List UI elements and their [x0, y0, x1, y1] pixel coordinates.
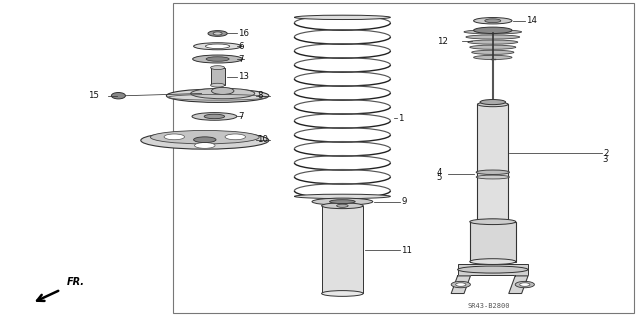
Ellipse shape	[451, 281, 470, 288]
Text: 7: 7	[238, 55, 244, 63]
Text: 11: 11	[401, 246, 412, 255]
Ellipse shape	[164, 134, 184, 140]
Ellipse shape	[476, 170, 509, 174]
Polygon shape	[451, 276, 470, 293]
Ellipse shape	[150, 130, 259, 144]
Ellipse shape	[205, 44, 230, 48]
Bar	[211, 68, 225, 85]
Ellipse shape	[211, 66, 225, 70]
Ellipse shape	[141, 131, 269, 149]
Text: 6: 6	[238, 42, 244, 51]
Text: 7: 7	[238, 112, 244, 121]
Ellipse shape	[166, 89, 269, 102]
Text: 12: 12	[437, 37, 448, 46]
Text: 8: 8	[257, 91, 263, 100]
Text: 13: 13	[238, 72, 249, 81]
Ellipse shape	[472, 50, 514, 54]
Ellipse shape	[470, 259, 516, 264]
Bar	[173, 3, 634, 313]
Bar	[322, 206, 364, 293]
Ellipse shape	[225, 134, 246, 140]
Text: 2: 2	[603, 149, 609, 158]
Ellipse shape	[111, 93, 125, 99]
Text: SR43-B2800: SR43-B2800	[467, 303, 509, 309]
Ellipse shape	[464, 30, 522, 34]
Ellipse shape	[212, 87, 234, 94]
Ellipse shape	[204, 114, 225, 119]
Ellipse shape	[322, 291, 364, 296]
Ellipse shape	[458, 266, 528, 273]
Ellipse shape	[191, 88, 255, 99]
Text: 16: 16	[238, 29, 249, 38]
Ellipse shape	[337, 204, 348, 207]
Text: 3: 3	[603, 155, 609, 164]
Ellipse shape	[485, 19, 501, 23]
Ellipse shape	[520, 283, 530, 286]
Ellipse shape	[477, 102, 508, 107]
Ellipse shape	[480, 100, 506, 105]
Ellipse shape	[468, 40, 518, 44]
Ellipse shape	[466, 35, 520, 39]
Ellipse shape	[194, 137, 216, 143]
Ellipse shape	[322, 203, 364, 209]
Ellipse shape	[330, 200, 355, 204]
Text: 14: 14	[526, 16, 537, 25]
Ellipse shape	[192, 113, 237, 120]
Bar	[477, 104, 508, 222]
Text: 1: 1	[398, 114, 404, 122]
Ellipse shape	[294, 15, 390, 19]
Ellipse shape	[208, 31, 227, 36]
Ellipse shape	[470, 219, 516, 225]
Ellipse shape	[474, 27, 512, 33]
Polygon shape	[509, 276, 528, 293]
Ellipse shape	[470, 45, 516, 49]
Ellipse shape	[294, 194, 390, 198]
Bar	[458, 264, 528, 275]
Ellipse shape	[474, 55, 512, 60]
Bar	[470, 222, 516, 262]
Ellipse shape	[515, 281, 534, 288]
Ellipse shape	[312, 198, 372, 205]
Text: 5: 5	[436, 173, 442, 182]
Ellipse shape	[193, 55, 243, 63]
Text: FR.: FR.	[67, 277, 85, 287]
Ellipse shape	[456, 283, 466, 286]
Text: 15: 15	[88, 91, 99, 100]
Ellipse shape	[476, 175, 509, 179]
Ellipse shape	[206, 57, 229, 61]
Ellipse shape	[474, 18, 512, 24]
Ellipse shape	[477, 219, 508, 224]
Ellipse shape	[211, 83, 225, 87]
Text: 10: 10	[257, 135, 268, 144]
Ellipse shape	[213, 32, 222, 35]
Ellipse shape	[195, 143, 215, 148]
Ellipse shape	[194, 43, 242, 50]
Text: 9: 9	[401, 197, 406, 206]
Text: 4: 4	[436, 168, 442, 177]
